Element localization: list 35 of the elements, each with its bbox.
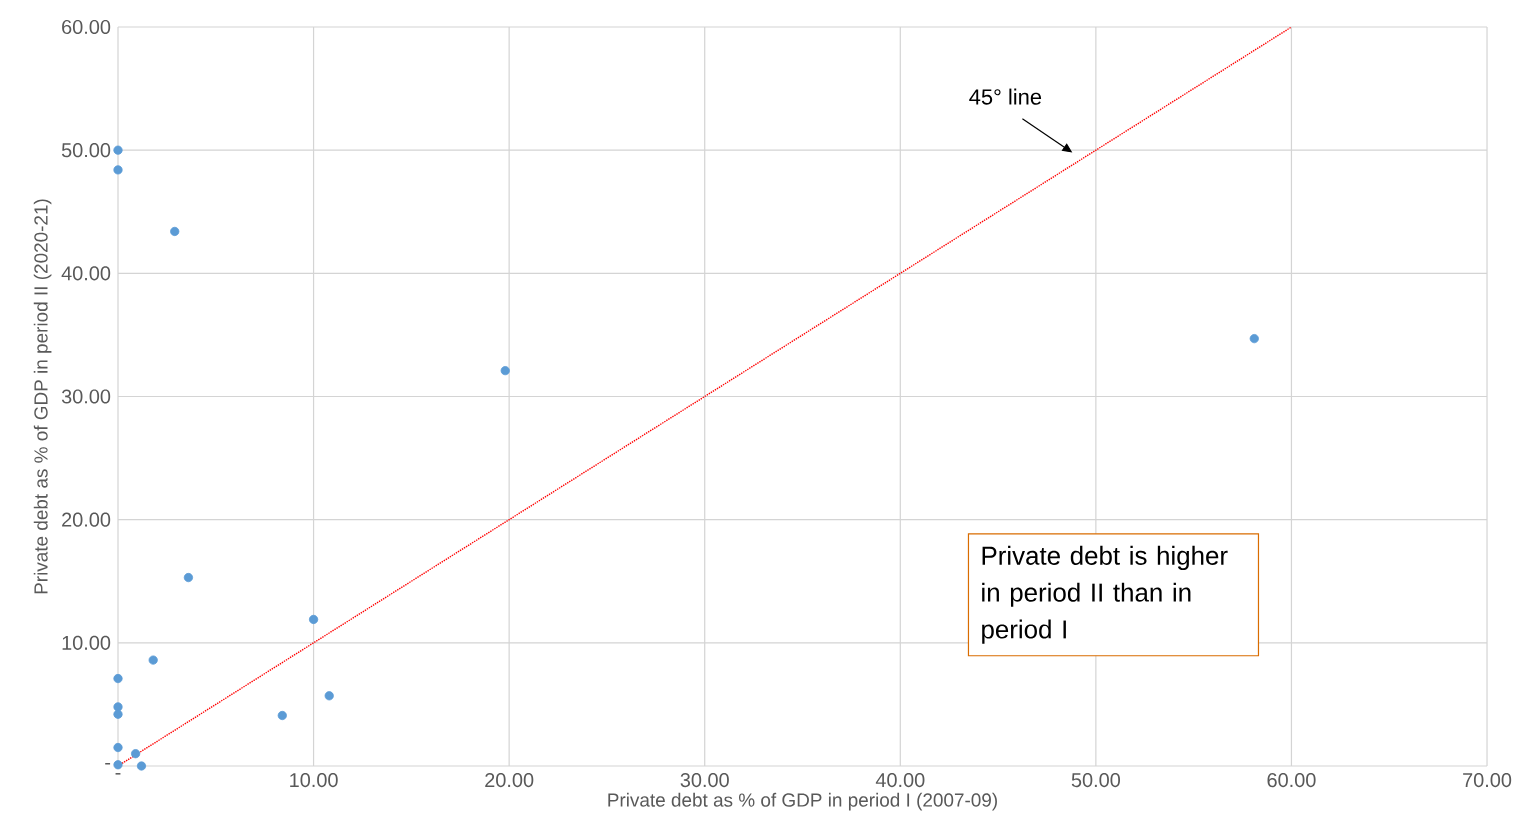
y-tick-label: 10.00 xyxy=(62,635,111,650)
point xyxy=(324,691,334,701)
x-tick-label: 30.00 xyxy=(680,773,729,788)
point xyxy=(277,710,287,721)
point xyxy=(113,742,123,753)
x-tick-label: 40.00 xyxy=(875,773,925,788)
x-tick-label: 20.00 xyxy=(485,773,534,788)
y-tick-label: 60.00 xyxy=(62,19,111,35)
point xyxy=(500,366,510,376)
y-tick-label: 30.00 xyxy=(61,389,111,404)
x-tick-label: 70.00 xyxy=(1463,773,1512,788)
point xyxy=(113,673,123,684)
x-tick-label: - xyxy=(115,773,121,775)
y-tick-label: 40.00 xyxy=(61,266,111,281)
point xyxy=(148,655,158,665)
point xyxy=(1249,334,1259,344)
x-tick-label: 60.00 xyxy=(1267,773,1316,788)
y-axis-title: Private debt as % of GDP in period II (2020-21) xyxy=(33,199,52,594)
y-tick-label: 50.00 xyxy=(61,143,111,158)
annotation: 45° line xyxy=(969,88,1042,105)
point xyxy=(308,614,319,625)
y-tick-label: - xyxy=(105,762,111,765)
point xyxy=(136,761,147,771)
point xyxy=(113,709,123,719)
point xyxy=(131,749,141,759)
y-tick-label: 20.00 xyxy=(62,512,111,527)
point xyxy=(170,226,180,237)
x-tick-label: 50.00 xyxy=(1071,773,1121,788)
point xyxy=(183,572,194,583)
x-axis-title: Private debt as % of GDP in period I (2007-09) xyxy=(608,792,997,811)
point xyxy=(113,145,123,155)
annotation: Private debt is higher in period II than in period I xyxy=(982,545,1228,644)
x-tick-label: 10.00 xyxy=(290,773,338,788)
point xyxy=(113,760,123,770)
point xyxy=(113,165,123,175)
